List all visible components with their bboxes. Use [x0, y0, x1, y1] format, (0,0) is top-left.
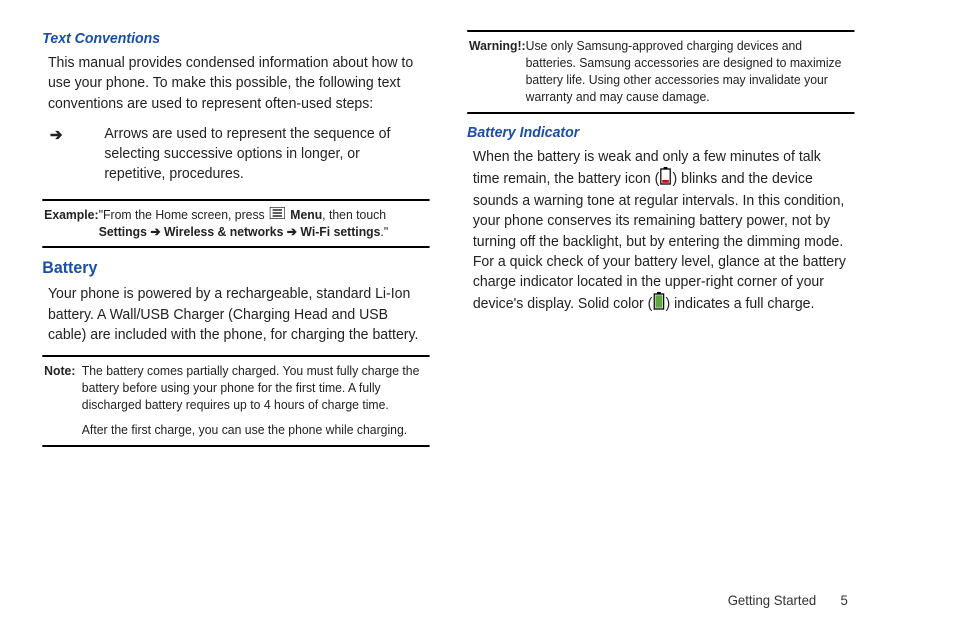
left-column: Text Conventions This manual provides co…: [42, 30, 429, 457]
paragraph-battery-intro: Your phone is powered by a rechargeable,…: [48, 284, 424, 345]
arrow-symbol: ➔: [50, 124, 105, 185]
paragraph-battery-indicator: When the battery is weak and only a few …: [473, 147, 849, 317]
page-body: Text Conventions This manual provides co…: [0, 0, 897, 457]
heading-battery: Battery: [42, 258, 429, 278]
example-callout: Example: "From the Home screen, press Me…: [42, 199, 429, 249]
heading-battery-indicator: Battery Indicator: [467, 124, 854, 141]
example-text: "From the Home screen, press Menu, then …: [99, 207, 428, 241]
warning-callout: Warning!: Use only Samsung-approved char…: [467, 30, 854, 114]
note-label: Note:: [44, 363, 82, 439]
paragraph-conventions-intro: This manual provides condensed informati…: [48, 53, 424, 114]
battery-full-icon: [653, 292, 664, 316]
heading-text-conventions: Text Conventions: [42, 30, 429, 47]
right-column: Warning!: Use only Samsung-approved char…: [467, 30, 854, 457]
menu-icon: [270, 207, 285, 224]
arrow-description: Arrows are used to represent the sequenc…: [104, 124, 424, 185]
battery-low-icon: [660, 167, 671, 191]
note-text: The battery comes partially charged. You…: [82, 363, 428, 439]
footer-section: Getting Started: [728, 592, 817, 608]
page-footer: Getting Started 5: [728, 592, 848, 608]
note-callout: Note: The battery comes partially charge…: [42, 355, 429, 447]
arrow-convention-row: ➔ Arrows are used to represent the seque…: [50, 124, 424, 185]
example-label: Example:: [44, 207, 99, 241]
warning-text: Use only Samsung-approved charging devic…: [526, 38, 853, 106]
warning-label: Warning!:: [469, 38, 526, 106]
footer-page-number: 5: [841, 592, 848, 608]
